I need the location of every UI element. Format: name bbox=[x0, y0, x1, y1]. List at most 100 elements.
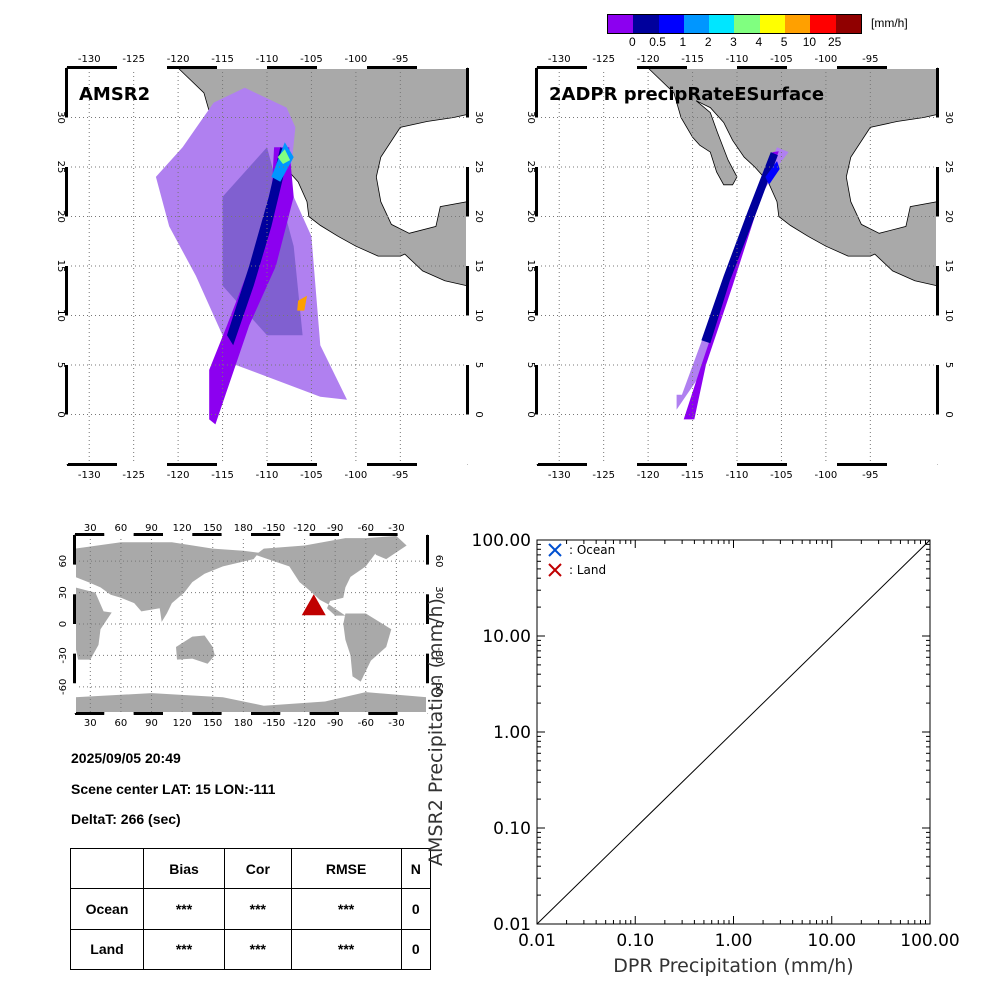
world-lat-tick-left: 30 bbox=[58, 586, 69, 599]
lon-tick-label-bottom: -130 bbox=[548, 470, 571, 481]
world-lon-tick-top: 30 bbox=[84, 523, 97, 534]
world-frame-ladder bbox=[221, 533, 251, 536]
stats-header-row: Bias Cor RMSE N bbox=[70, 847, 431, 890]
world-lat-tick-left: 60 bbox=[58, 555, 69, 568]
lon-tick-label-bottom: -100 bbox=[345, 470, 368, 481]
lat-tick-label-right: 15 bbox=[473, 260, 484, 273]
lat-tick-label-right: 10 bbox=[473, 309, 484, 322]
world-lon-tick-top: 120 bbox=[173, 523, 192, 534]
dpr-swath-light bbox=[676, 147, 789, 410]
frame-ladder bbox=[317, 66, 367, 69]
colorbar-swatch bbox=[835, 15, 861, 33]
frame-ladder bbox=[466, 167, 469, 217]
lon-tick-label-top: -105 bbox=[770, 54, 793, 65]
world-lon-tick-bottom: -150 bbox=[263, 718, 286, 729]
frame-ladder bbox=[65, 167, 68, 217]
frame-ladder bbox=[936, 167, 939, 217]
greenland-landmass bbox=[365, 536, 407, 560]
frame-ladder bbox=[936, 68, 939, 118]
map-title: AMSR2 bbox=[79, 84, 150, 105]
colorbar-swatches bbox=[607, 14, 862, 34]
frame-ladder bbox=[65, 315, 68, 365]
frame-ladder bbox=[687, 66, 737, 69]
lat-tick-label-right: 30 bbox=[473, 111, 484, 124]
stats-cell: *** bbox=[142, 928, 226, 971]
y-tick-label: 1.00 bbox=[493, 723, 531, 743]
frame-ladder bbox=[217, 66, 267, 69]
lon-tick-label-bottom: -105 bbox=[300, 470, 323, 481]
frame-ladder bbox=[65, 266, 68, 316]
frame-ladder bbox=[466, 365, 469, 415]
world-frame-ladder bbox=[73, 653, 76, 684]
lon-tick-label-bottom: -95 bbox=[862, 470, 878, 481]
lon-tick-label-top: -110 bbox=[726, 54, 749, 65]
colorbar-swatch bbox=[633, 15, 659, 33]
colorbar-tick-label: 1 bbox=[679, 35, 687, 49]
lon-tick-label-top: -95 bbox=[392, 54, 408, 65]
colorbar-swatch bbox=[759, 15, 786, 33]
frame-ladder bbox=[787, 463, 837, 466]
lon-tick-label-top: -125 bbox=[122, 54, 145, 65]
amsr2-rain-cell bbox=[277, 149, 291, 164]
world-lat-tick-right: 0 bbox=[433, 621, 444, 627]
amsr2-swath-core bbox=[227, 147, 290, 346]
lon-tick-label-top: -115 bbox=[211, 54, 234, 65]
y-tick-label: 0.01 bbox=[493, 915, 531, 935]
colorbar-swatch bbox=[658, 15, 684, 33]
frame-ladder bbox=[535, 414, 538, 464]
lat-tick-label-left: 10 bbox=[525, 309, 536, 322]
lat-tick-label-left: 5 bbox=[525, 362, 536, 368]
frame-ladder bbox=[537, 66, 587, 69]
world-frame-ladder bbox=[104, 712, 134, 715]
scatter-panel: 0.01 0.10 1.00 10.00 100.00 0.01 0.10 1.00 10.00… bbox=[420, 520, 1000, 1000]
colorbar-tick-label: 0.5 bbox=[649, 35, 666, 49]
legend-label: : Ocean bbox=[569, 543, 615, 557]
colorbar-swatch bbox=[810, 15, 836, 33]
frame-ladder bbox=[936, 216, 939, 266]
world-frame-ladder bbox=[426, 624, 429, 654]
world-frame-ladder bbox=[426, 653, 429, 684]
x-tick-label: 0.01 bbox=[518, 931, 556, 951]
stats-row-land: Land *** *** *** 0 bbox=[70, 928, 431, 971]
lon-tick-label-bottom: -110 bbox=[726, 470, 749, 481]
world-frame-ladder bbox=[280, 712, 310, 715]
lat-tick-label-left: 0 bbox=[525, 411, 536, 417]
colorbar-swatch bbox=[608, 15, 634, 33]
eurasia-landmass bbox=[75, 542, 259, 622]
x-axis-label: DPR Precipitation (mm/h) bbox=[613, 955, 853, 977]
africa-landmass bbox=[75, 587, 112, 660]
lon-tick-label-bottom: -130 bbox=[78, 470, 101, 481]
world-lon-tick-top: 150 bbox=[203, 523, 222, 534]
world-lat-tick-left: -60 bbox=[58, 679, 69, 695]
world-lon-tick-top: 90 bbox=[145, 523, 158, 534]
x-tick-label: 100.00 bbox=[900, 931, 959, 951]
legend-marker-land bbox=[548, 563, 562, 577]
world-lon-tick-bottom: 150 bbox=[203, 718, 222, 729]
frame-ladder bbox=[837, 463, 887, 466]
stats-cell: *** bbox=[290, 888, 402, 930]
lat-tick-label-left: 0 bbox=[55, 411, 66, 417]
frame-ladder bbox=[65, 365, 68, 415]
stats-header-cell bbox=[70, 847, 144, 890]
world-lon-tick-bottom: -90 bbox=[327, 718, 343, 729]
world-lon-tick-bottom: -30 bbox=[388, 718, 404, 729]
scatter-chart: 0.01 0.10 1.00 10.00 100.00 0.01 0.10 1.00 10.00… bbox=[425, 531, 960, 977]
frame-ladder bbox=[167, 66, 217, 69]
x-tick-label: 1.00 bbox=[715, 931, 753, 951]
frame-ladder bbox=[67, 66, 117, 69]
frame-ladder bbox=[466, 117, 469, 167]
lat-tick-label-right: 20 bbox=[473, 210, 484, 223]
frame-ladder bbox=[367, 463, 417, 466]
lat-tick-label-left: 30 bbox=[55, 111, 66, 124]
frame-ladder bbox=[936, 414, 939, 464]
colorbar-swatch bbox=[785, 15, 811, 33]
lat-tick-label-right: 20 bbox=[943, 210, 954, 223]
world-frame-ladder bbox=[339, 712, 369, 715]
lon-tick-label-bottom: -125 bbox=[592, 470, 615, 481]
colorbar-tick-label: 3 bbox=[730, 35, 737, 49]
world-lat-tick-right: -30 bbox=[433, 647, 444, 663]
stats-header-cell: Bias bbox=[142, 847, 226, 890]
lon-tick-label-top: -100 bbox=[345, 54, 368, 65]
colorbar-tick-label: 5 bbox=[780, 35, 788, 49]
world-frame-ladder bbox=[163, 533, 193, 536]
